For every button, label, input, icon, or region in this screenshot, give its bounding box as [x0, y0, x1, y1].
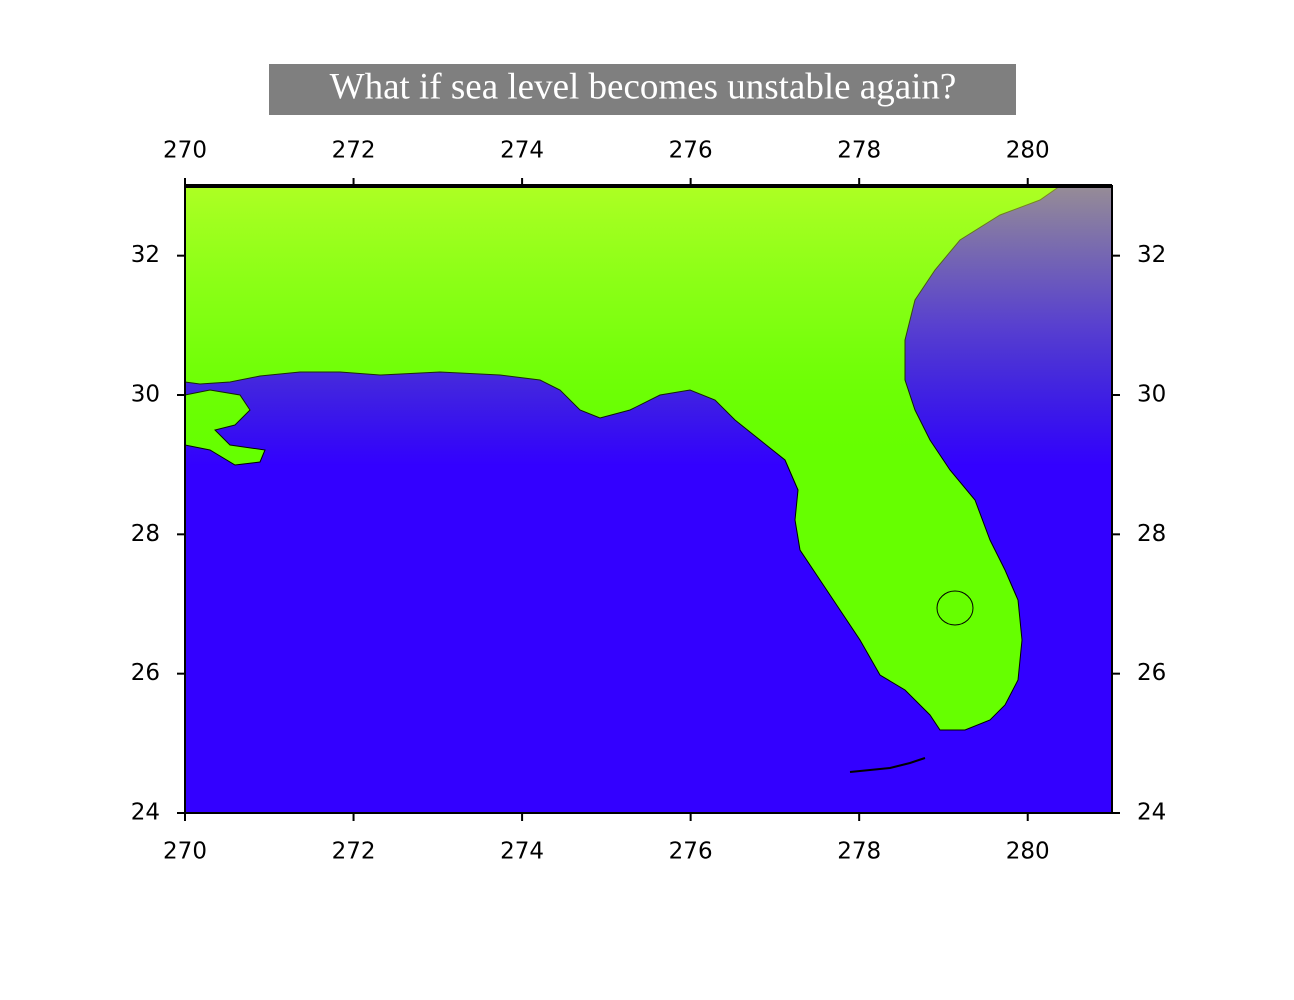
map-title: What if sea level becomes unstable again… [330, 66, 957, 107]
x-tick-label: 270 [163, 138, 207, 164]
map-area [185, 186, 1112, 813]
x-tick-label: 270 [163, 839, 207, 865]
y-tick-label: 30 [131, 382, 160, 408]
y-tick-label: 24 [1137, 800, 1166, 826]
y-tick-label: 28 [131, 521, 160, 547]
x-tick-label: 278 [837, 138, 881, 164]
title-box [269, 64, 1016, 115]
y-tick-label: 32 [1137, 242, 1166, 268]
y-tick-label: 28 [1137, 521, 1166, 547]
x-tick-label: 272 [332, 138, 376, 164]
x-tick-label: 280 [1006, 138, 1050, 164]
x-tick-label: 276 [669, 839, 713, 865]
keys [849, 757, 926, 773]
x-tick-label: 272 [332, 839, 376, 865]
x-tick-label: 276 [669, 138, 713, 164]
y-tick-label: 26 [131, 660, 160, 686]
lake [936, 590, 974, 626]
x-tick-label: 274 [500, 138, 544, 164]
y-tick-label: 30 [1137, 382, 1166, 408]
y-tick-label: 24 [131, 800, 160, 826]
y-tick-label: 26 [1137, 660, 1166, 686]
x-tick-label: 280 [1006, 839, 1050, 865]
y-tick-label: 32 [131, 242, 160, 268]
highland-shade [185, 186, 1112, 586]
x-tick-label: 274 [500, 839, 544, 865]
x-tick-label: 278 [837, 839, 881, 865]
